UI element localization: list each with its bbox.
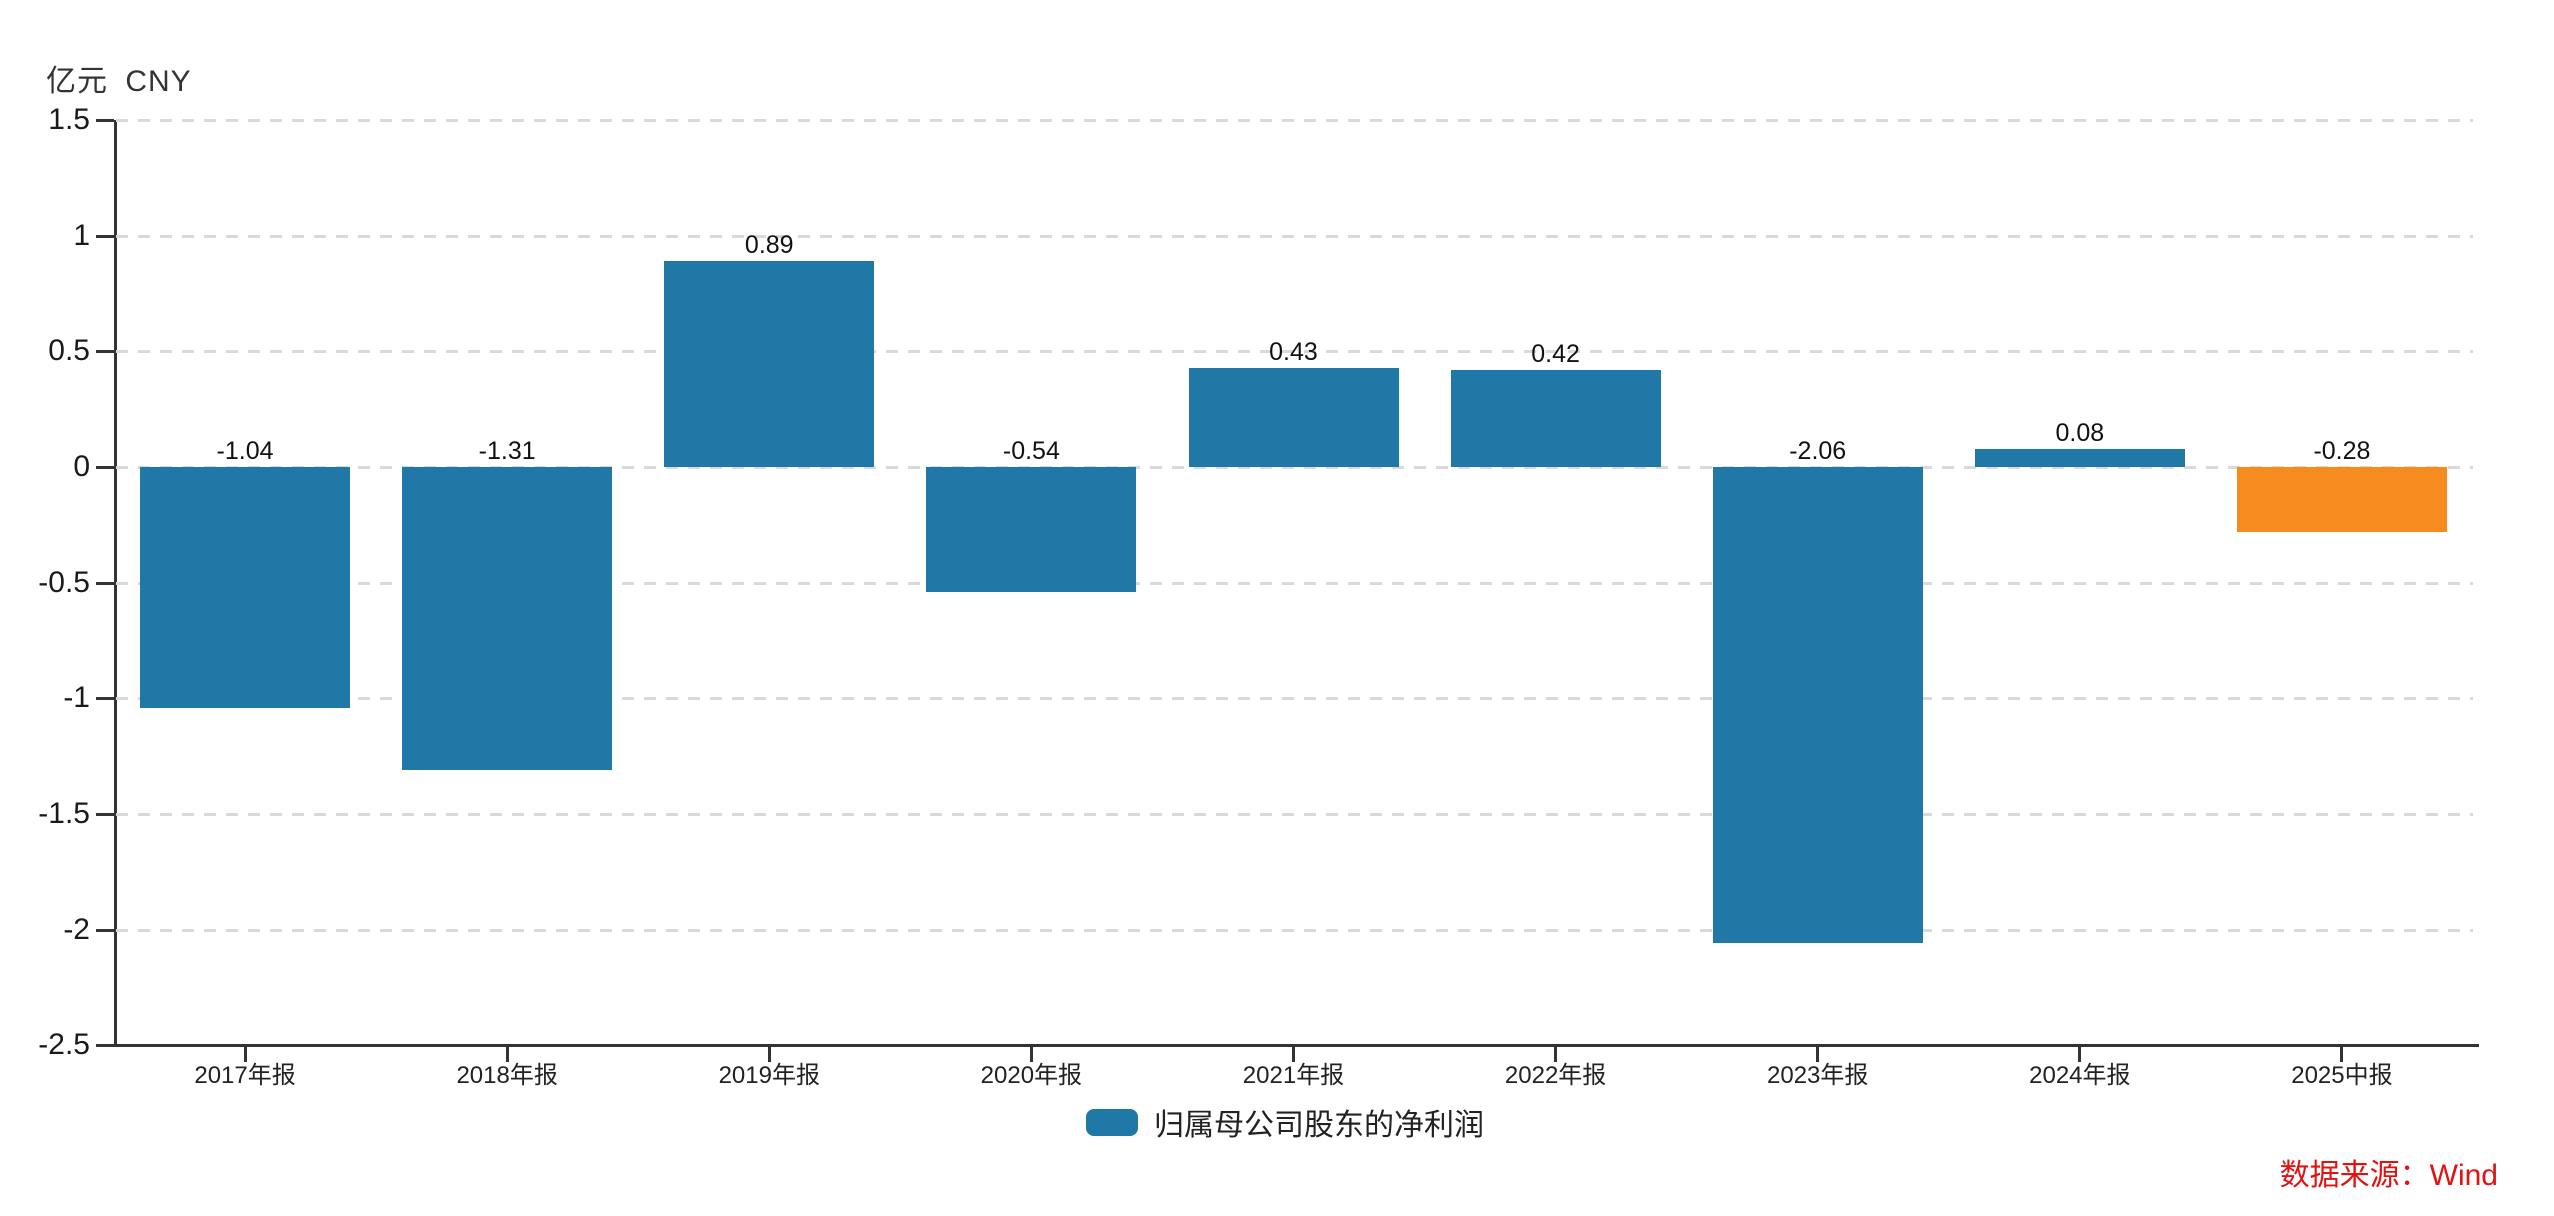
x-axis-tick xyxy=(2078,1047,2082,1062)
gridline xyxy=(116,581,2473,585)
bar-value-label: 0.42 xyxy=(1531,339,1580,368)
y-tick-label: 0 xyxy=(73,450,90,483)
bar-value-label: 0.89 xyxy=(744,231,794,260)
y-tick-label: 0.5 xyxy=(48,334,90,368)
x-axis-tick xyxy=(1029,1047,1033,1062)
y-tick-label: -1.5 xyxy=(38,796,90,830)
bar[interactable] xyxy=(926,467,1137,592)
gridline xyxy=(116,697,2473,701)
bar[interactable] xyxy=(2236,467,2447,532)
x-axis-tick xyxy=(1554,1047,1558,1062)
x-tick-label: 2022年报 xyxy=(1504,1062,1607,1089)
x-tick-label: 2020年报 xyxy=(980,1062,1083,1089)
bar-value-label: -2.06 xyxy=(1789,437,1847,465)
legend-item[interactable]: 归属母公司股东的净利润 xyxy=(1086,1100,1484,1144)
y-tick-label: 1.5 xyxy=(48,103,90,137)
x-axis-tick xyxy=(2340,1047,2344,1062)
x-tick-label: 2019年报 xyxy=(718,1062,820,1089)
y-axis-line xyxy=(114,120,117,1047)
bar[interactable] xyxy=(664,261,875,467)
x-axis-tick xyxy=(1292,1047,1295,1062)
x-tick-label: 2021年报 xyxy=(1242,1062,1345,1089)
y-axis-tick xyxy=(96,119,114,123)
y-tick-label: -0.5 xyxy=(38,565,90,599)
gridline xyxy=(116,119,2473,123)
y-axis-tick xyxy=(96,928,114,932)
x-axis-tick xyxy=(243,1047,247,1062)
bar-value-label: -1.04 xyxy=(216,437,274,465)
y-tick-label: -2.5 xyxy=(38,1028,90,1062)
y-axis-tick xyxy=(96,466,114,469)
y-axis-unit-label: 亿元 CNY xyxy=(46,65,192,98)
gridline xyxy=(116,812,2473,816)
bar[interactable] xyxy=(1974,448,2185,467)
x-tick-label: 2018年报 xyxy=(456,1062,558,1089)
y-axis-tick xyxy=(96,812,114,816)
y-tick-label: -2 xyxy=(63,912,90,946)
bar[interactable] xyxy=(402,467,613,770)
gridline xyxy=(116,234,2473,238)
x-tick-label: 2024年报 xyxy=(2029,1062,2131,1089)
gridline xyxy=(116,466,2473,469)
gridline xyxy=(116,928,2473,932)
bar-value-label: -0.54 xyxy=(1002,437,1060,465)
y-axis-tick xyxy=(96,697,114,701)
x-axis-line xyxy=(114,1044,2479,1047)
bar-value-label: 0.08 xyxy=(2055,418,2105,447)
y-axis-tick xyxy=(96,350,114,354)
legend-swatch xyxy=(1086,1108,1138,1136)
data-source-label: 数据来源：Wind xyxy=(2279,1159,2498,1192)
y-tick-label: 1 xyxy=(73,218,90,252)
bar[interactable] xyxy=(1712,467,1923,944)
gridline xyxy=(116,350,2473,354)
y-axis-tick xyxy=(96,234,114,238)
bar[interactable] xyxy=(1188,367,1399,467)
x-axis-tick xyxy=(1816,1047,1820,1062)
bar-value-label: -0.28 xyxy=(2313,437,2371,465)
x-tick-label: 2017年报 xyxy=(194,1062,296,1089)
y-axis-tick xyxy=(96,581,114,585)
x-tick-label: 2025中报 xyxy=(2291,1062,2393,1089)
bar[interactable] xyxy=(1450,369,1661,467)
bar-value-label: 0.43 xyxy=(1269,337,1318,366)
y-axis-tick xyxy=(96,1044,114,1048)
x-tick-label: 2023年报 xyxy=(1767,1062,1869,1089)
bar-value-label: -1.31 xyxy=(478,437,536,465)
legend-label: 归属母公司股东的净利润 xyxy=(1154,1109,1484,1142)
bar[interactable] xyxy=(140,467,351,708)
x-axis-tick xyxy=(505,1047,509,1062)
x-axis-tick xyxy=(767,1047,771,1062)
y-tick-label: -1 xyxy=(63,681,90,715)
